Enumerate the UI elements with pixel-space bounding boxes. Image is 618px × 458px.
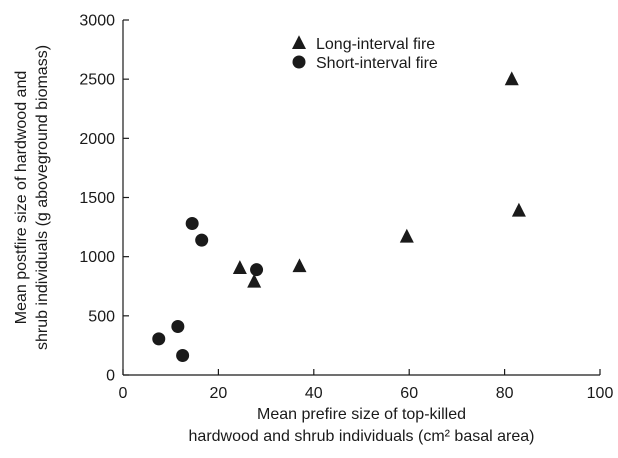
x-tick-label: 80 — [496, 385, 514, 402]
x-axis-title: Mean prefire size of top-killed hardwood… — [189, 406, 535, 445]
legend-item-long-interval: Long-interval fire — [292, 35, 435, 53]
legend: Long-interval fire Short-interval fire — [292, 35, 438, 72]
x-tick-label: 0 — [119, 385, 128, 402]
y-tick-label: 3000 — [79, 13, 115, 30]
x-tick-label: 60 — [400, 385, 418, 402]
x-tick-label: 40 — [305, 385, 323, 402]
data-point-long-interval — [232, 260, 247, 274]
y-axis-title-line-1: Mean postfire size of hardwood and — [13, 71, 30, 324]
y-tick-label: 500 — [88, 308, 115, 325]
y-tick-label: 1000 — [79, 249, 115, 266]
y-tick-label: 2500 — [79, 72, 115, 89]
legend-item-short-interval: Short-interval fire — [292, 55, 438, 72]
data-point-long-interval — [247, 273, 262, 288]
axes — [122, 20, 600, 376]
x-tick-label: 20 — [210, 385, 228, 402]
data-point-long-interval — [511, 202, 526, 217]
data-points — [152, 71, 526, 362]
y-ticks: 0 500 1000 1500 2000 2500 3000 — [79, 13, 129, 385]
y-tick-label: 2000 — [79, 131, 115, 148]
y-axis-title-line-2: shrub individuals (g aboveground biomass… — [34, 45, 51, 350]
data-point-short-interval — [176, 348, 190, 362]
data-point-short-interval — [185, 217, 199, 231]
legend-label-long-interval: Long-interval fire — [316, 36, 435, 53]
legend-label-short-interval: Short-interval fire — [316, 55, 438, 72]
data-point-short-interval — [152, 332, 166, 346]
data-point-short-interval — [171, 319, 185, 333]
x-tick-label: 100 — [587, 385, 614, 402]
data-point-short-interval — [195, 233, 209, 247]
x-axis-title-line-1: Mean prefire size of top-killed — [257, 406, 466, 423]
legend-marker-triangle — [292, 35, 306, 50]
data-point-long-interval — [399, 228, 414, 243]
y-axis-title: Mean postfire size of hardwood and shrub… — [13, 45, 51, 350]
y-tick-label: 0 — [106, 368, 115, 385]
legend-marker-circle — [292, 55, 306, 69]
data-point-long-interval — [292, 258, 307, 273]
y-tick-label: 1500 — [79, 190, 115, 207]
data-point-short-interval — [250, 263, 264, 277]
x-axis-title-line-2: hardwood and shrub individuals (cm² basa… — [189, 428, 535, 445]
data-point-long-interval — [504, 71, 519, 86]
x-ticks: 0 20 40 60 80 100 — [119, 369, 614, 402]
